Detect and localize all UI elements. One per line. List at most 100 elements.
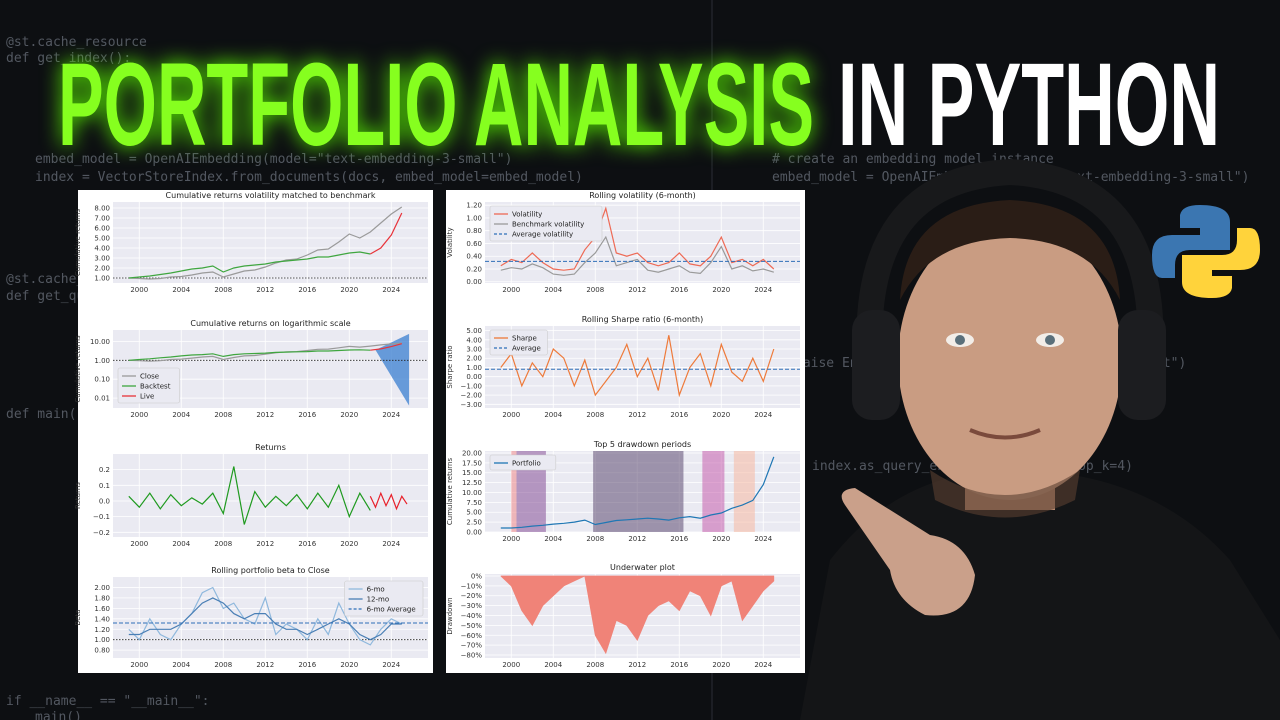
- legend-box: [117, 367, 180, 404]
- code-line: main(): [35, 710, 82, 720]
- y-tick-label: −0.1: [93, 513, 110, 521]
- x-tick-label: 2008: [214, 286, 232, 294]
- y-tick-label: −2.00: [461, 392, 482, 400]
- y-tick-label: 4.00: [466, 336, 482, 344]
- legend-box: [489, 454, 557, 471]
- y-tick-label: −20%: [461, 592, 483, 600]
- legend-label: Average: [512, 345, 541, 353]
- line: [128, 206, 403, 280]
- x-tick-label: 2020: [712, 661, 730, 669]
- x-tick-label: 2024: [382, 411, 400, 419]
- y-axis-label: Sharpe ratio: [446, 345, 454, 388]
- x-tick-label: 2004: [172, 661, 190, 669]
- plot-content: [485, 206, 800, 276]
- code-line: @st.cache_resource: [6, 35, 147, 50]
- legend-label: Average volatility: [512, 231, 573, 239]
- y-tick-label: 0.00: [466, 278, 482, 286]
- x-tick-label: 2016: [298, 540, 316, 548]
- x-tick-label: 2024: [382, 286, 400, 294]
- y-axis-label: Volatility: [446, 227, 454, 257]
- x-tick-label: 2016: [670, 411, 688, 419]
- line: [370, 212, 403, 255]
- code-line: def main():: [6, 407, 92, 422]
- y-tick-label: 7.50: [466, 499, 482, 507]
- y-tick-label: 0.80: [94, 647, 110, 655]
- x-tick-label: 2004: [544, 661, 562, 669]
- chart-title: Top 5 drawdown periods: [593, 440, 691, 449]
- y-tick-label: 1.60: [94, 605, 110, 613]
- x-tick-label: 2008: [586, 535, 604, 543]
- plot-area: [113, 202, 428, 283]
- y-tick-label: 8.00: [94, 205, 110, 213]
- x-tick-label: 2024: [754, 411, 772, 419]
- legend-label: Close: [140, 373, 159, 381]
- y-tick-label: 0.10: [94, 376, 110, 384]
- y-axis-label: Drawdown: [446, 597, 454, 634]
- x-tick-label: 2024: [754, 661, 772, 669]
- y-tick-label: 0.00: [466, 529, 482, 537]
- x-tick-label: 2016: [298, 411, 316, 419]
- x-tick-label: 2012: [628, 286, 646, 294]
- x-tick-label: 2016: [670, 286, 688, 294]
- y-tick-label: 1.00: [466, 214, 482, 222]
- y-tick-label: 1.20: [94, 626, 110, 634]
- chart-title: Cumulative returns volatility matched to…: [166, 191, 376, 200]
- x-tick-label: 2004: [544, 535, 562, 543]
- line: [128, 586, 403, 646]
- y-tick-label: 0.60: [466, 240, 482, 248]
- y-tick-label: 0.0: [99, 497, 110, 505]
- line: [128, 597, 402, 641]
- x-tick-label: 2008: [214, 661, 232, 669]
- legend-box: [344, 580, 424, 617]
- y-axis-label: Cumulative returns: [74, 209, 82, 277]
- y-tick-label: 3.00: [466, 346, 482, 354]
- y-tick-label: −3.00: [461, 401, 482, 409]
- y-tick-label: 0.20: [466, 265, 482, 273]
- y-tick-label: 1.20: [466, 202, 482, 210]
- x-tick-label: 2012: [628, 661, 646, 669]
- y-tick-label: 0.1: [99, 482, 110, 490]
- legend-box: [489, 205, 603, 242]
- x-tick-label: 2000: [502, 286, 520, 294]
- y-tick-label: 1.00: [466, 364, 482, 372]
- x-tick-label: 2008: [586, 411, 604, 419]
- title-rest: IN PYTHON: [838, 39, 1220, 171]
- y-axis-label: Cumulative returns: [74, 335, 82, 403]
- x-tick-label: 2012: [628, 411, 646, 419]
- plot-content: [500, 575, 775, 655]
- y-tick-label: 1.40: [94, 615, 110, 623]
- line: [128, 342, 402, 362]
- x-tick-label: 2016: [298, 661, 316, 669]
- y-tick-label: 2.00: [466, 355, 482, 363]
- x-tick-label: 2000: [130, 540, 148, 548]
- y-tick-label: 1.80: [94, 594, 110, 602]
- x-tick-label: 2024: [754, 535, 772, 543]
- y-tick-label: 0.40: [466, 253, 482, 261]
- y-tick-label: −1.00: [461, 382, 482, 390]
- chart-title: Cumulative returns on logarithmic scale: [190, 319, 350, 328]
- y-tick-label: 10.00: [90, 338, 110, 346]
- chart-title: Rolling Sharpe ratio (6-month): [582, 315, 704, 324]
- line: [128, 251, 371, 279]
- line: [128, 349, 371, 361]
- x-tick-label: 2012: [256, 411, 274, 419]
- legend-label: Volatility: [512, 211, 542, 219]
- chart: Returns Returns −0.2 −0.1 0.0 0.1 0.2 2000 2004 2…: [74, 443, 428, 548]
- chart: Cumulative returns volatility matched to…: [74, 191, 428, 294]
- code-line: embed_model = OpenAIEmbedding(model="tex…: [35, 152, 512, 167]
- y-tick-label: 5.00: [466, 327, 482, 335]
- plot-content: [113, 586, 428, 646]
- y-tick-label: 1.00: [94, 636, 110, 644]
- y-tick-label: 0.00: [466, 373, 482, 381]
- x-tick-label: 2008: [586, 661, 604, 669]
- plot-area: [113, 454, 428, 537]
- y-tick-label: −10%: [461, 582, 483, 590]
- y-tick-label: 0.80: [466, 227, 482, 235]
- x-tick-label: 2020: [340, 411, 358, 419]
- x-tick-label: 2020: [340, 661, 358, 669]
- plot-content: [113, 333, 428, 406]
- drawdown-span: [511, 451, 517, 532]
- x-tick-label: 2000: [502, 535, 520, 543]
- y-tick-label: 0.01: [94, 395, 110, 403]
